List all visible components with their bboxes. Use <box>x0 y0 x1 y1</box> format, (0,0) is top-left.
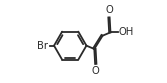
Text: Br: Br <box>37 41 48 51</box>
Text: OH: OH <box>119 27 134 37</box>
Text: O: O <box>106 5 114 15</box>
Text: O: O <box>91 66 99 76</box>
